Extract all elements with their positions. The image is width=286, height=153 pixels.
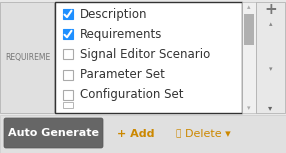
Text: ▾: ▾ [269,66,272,72]
Text: Auto Generate: Auto Generate [8,128,99,138]
Text: + Add: + Add [117,129,154,139]
Text: Configuration Set: Configuration Set [80,88,184,101]
Bar [63,70,73,80]
Bar [0,115,286,153]
Text: Delete ▾: Delete ▾ [185,129,231,139]
Bar [242,2,256,113]
Text: +: + [264,2,277,17]
Bar [244,14,254,45]
FancyBboxPatch shape [4,118,103,148]
Text: Parameter Set: Parameter Set [80,68,165,81]
Text: Signal Editor Scenario: Signal Editor Scenario [80,48,210,61]
Bar [63,49,73,60]
Text: ▾: ▾ [247,105,251,111]
Text: Requirements: Requirements [80,28,162,41]
Bar [55,2,242,113]
Bar [63,29,73,39]
Text: Description: Description [80,8,148,21]
Text: ▴: ▴ [247,4,251,10]
Text: REQUIREME: REQUIREME [5,53,50,62]
Bar [63,102,73,108]
Bar [63,90,73,100]
Bar [63,9,73,19]
Text: ▴: ▴ [269,21,272,27]
Text: 🗑: 🗑 [175,129,180,138]
Text: ▾: ▾ [268,103,273,112]
Bar [256,2,285,113]
Bar [0,2,54,113]
